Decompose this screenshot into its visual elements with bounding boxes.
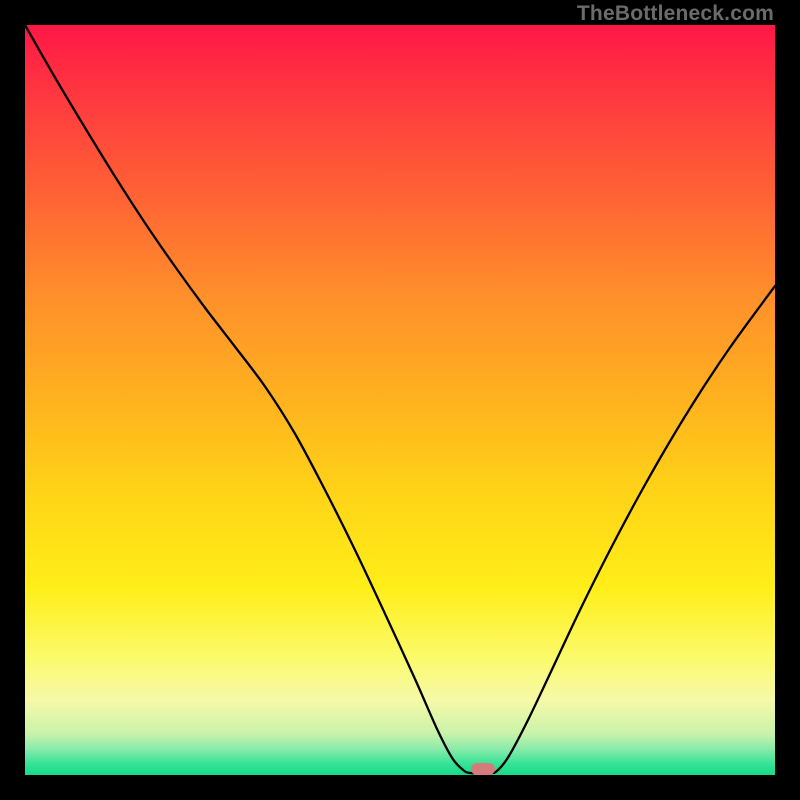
watermark-text: TheBottleneck.com bbox=[577, 2, 774, 26]
bottleneck-curve bbox=[25, 25, 775, 773]
plot-area bbox=[25, 25, 775, 775]
optimal-marker bbox=[471, 763, 495, 775]
curve-layer bbox=[25, 25, 775, 775]
